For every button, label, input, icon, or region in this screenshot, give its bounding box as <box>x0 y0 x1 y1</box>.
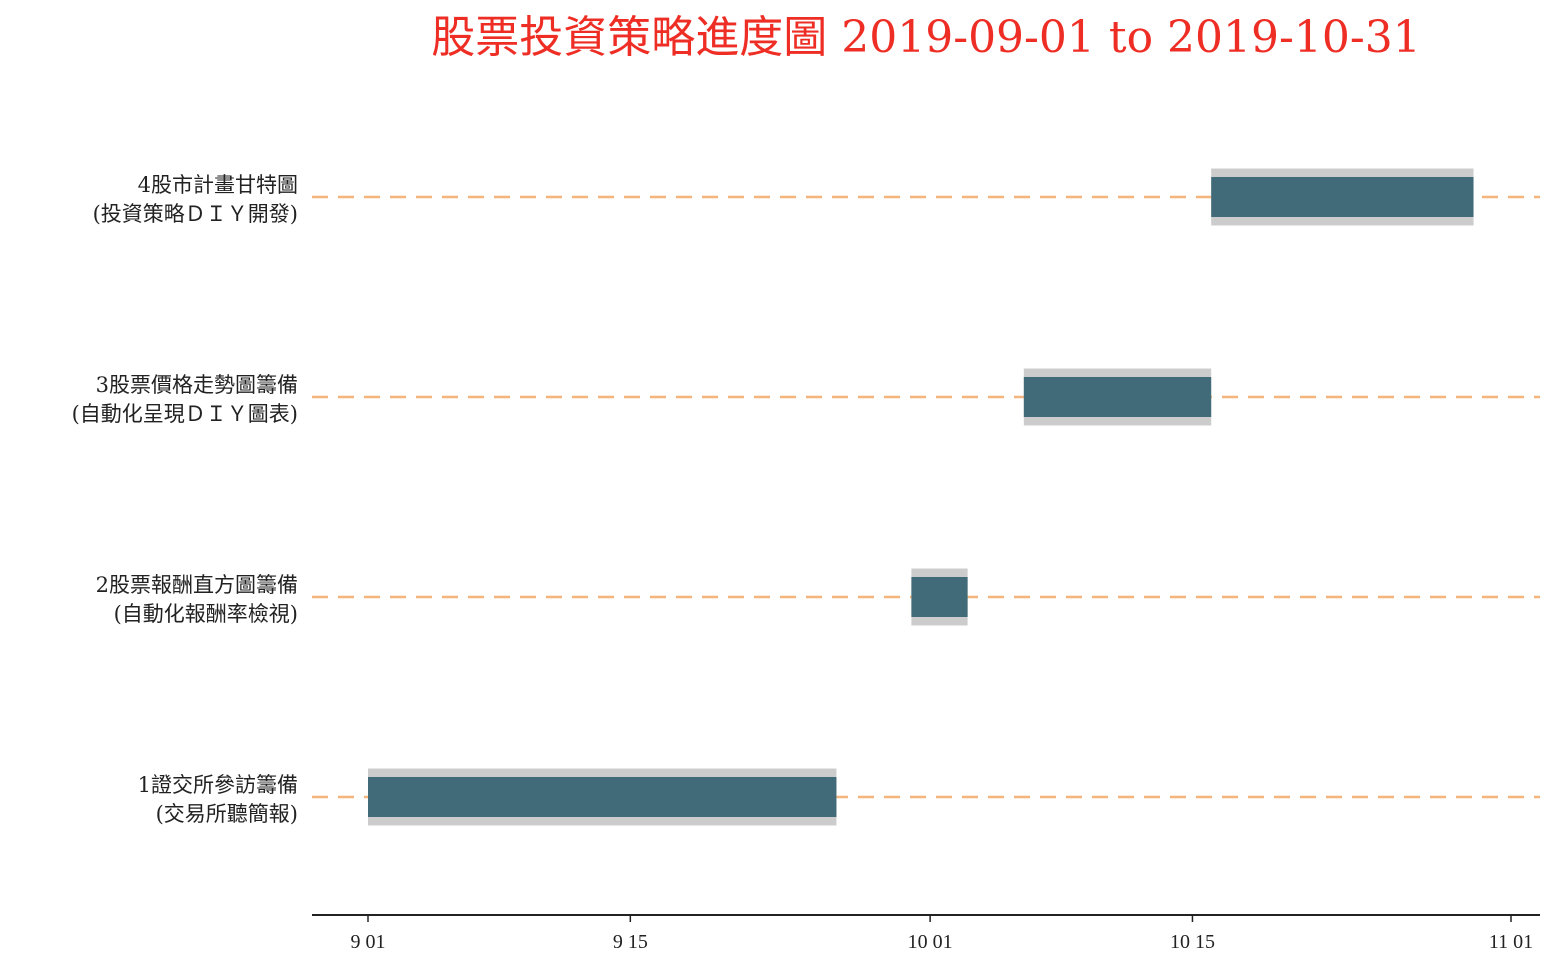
x-tick-label: 11 01 <box>1489 931 1533 953</box>
task-labels: 4股市計畫甘特圖 (投資策略ＤＩＹ開發) 3股票價格走勢圖籌備 (自動化呈現ＤＩＹ圖表… <box>72 173 298 826</box>
guide-lines <box>312 195 1540 799</box>
task-bars <box>368 168 1474 826</box>
task-label-line2: (自動化呈現ＤＩＹ圖表) <box>72 402 298 426</box>
task-label-line1: 2股票報酬直方圖籌備 <box>96 573 298 597</box>
task-label-line1: 4股市計畫甘特圖 <box>138 173 298 197</box>
task-label-line1: 1證交所參訪籌備 <box>138 773 298 797</box>
x-tick-label: 10 15 <box>1170 931 1215 953</box>
task-bar <box>911 577 968 617</box>
task-label-line2: (自動化報酬率檢視) <box>114 602 298 626</box>
x-tick-label: 9 15 <box>613 931 648 953</box>
x-axis-ticks: 9 01 9 15 10 01 10 15 11 01 <box>351 915 1533 953</box>
x-tick-label: 10 01 <box>908 931 953 953</box>
task-label-line2: (交易所聽簡報) <box>156 802 298 826</box>
chart-title: 股票投資策略進度圖 2019-09-01 to 2019-10-31 <box>431 12 1421 63</box>
task-label-line1: 3股票價格走勢圖籌備 <box>96 373 298 397</box>
task-bar <box>1211 177 1474 217</box>
task-bar <box>368 777 837 817</box>
task-bar <box>1023 377 1212 417</box>
task-label-line2: (投資策略ＤＩＹ開發) <box>93 202 298 226</box>
x-tick-label: 9 01 <box>351 931 386 953</box>
